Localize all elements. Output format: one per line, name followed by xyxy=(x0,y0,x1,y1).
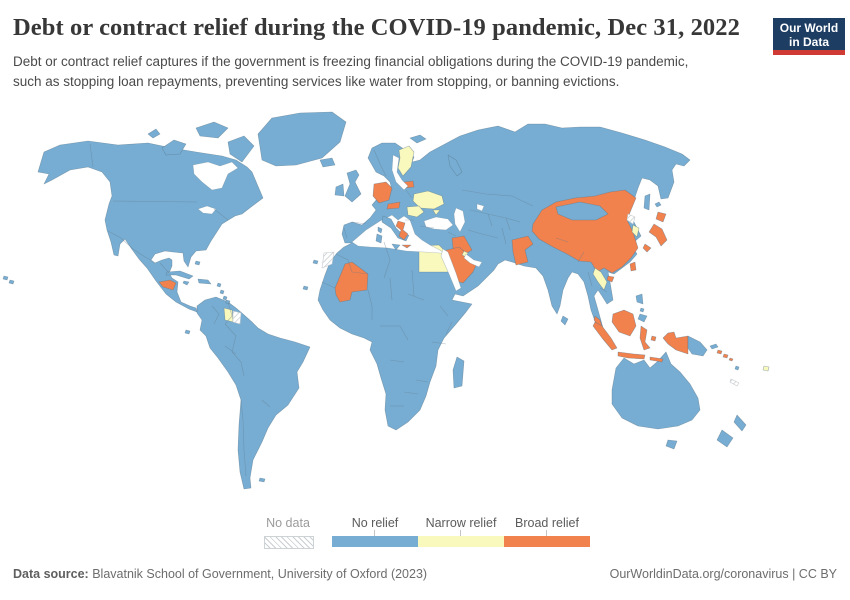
hudson-bay xyxy=(192,161,239,191)
country-finland[interactable] xyxy=(397,145,415,177)
iceland[interactable] xyxy=(319,157,336,168)
lesser-antilles[interactable] xyxy=(216,282,231,305)
chart-footer: Data source: Blavatnik School of Governm… xyxy=(13,567,837,581)
country-new-caledonia[interactable] xyxy=(729,378,740,387)
hispaniola[interactable] xyxy=(197,278,212,285)
country-fiji[interactable] xyxy=(762,365,770,372)
legend-label-no-relief: No relief xyxy=(351,516,399,530)
aral-sea xyxy=(476,203,485,212)
legend-tick xyxy=(374,530,375,536)
data-source-note: Data source: Blavatnik School of Governm… xyxy=(13,567,427,581)
australia[interactable] xyxy=(611,351,701,450)
country-ireland[interactable] xyxy=(334,183,345,197)
country-italy[interactable] xyxy=(375,215,410,251)
chart-subtitle: Debt or contract relief captures if the … xyxy=(13,54,689,90)
novaya-zemlya[interactable] xyxy=(409,134,463,177)
country-mali[interactable] xyxy=(334,261,369,303)
country-greece[interactable] xyxy=(395,220,412,249)
sakhalin[interactable] xyxy=(643,193,662,211)
caspian-sea xyxy=(453,207,466,233)
country-pakistan[interactable] xyxy=(511,235,534,266)
landmass-south-america[interactable] xyxy=(196,296,311,490)
data-source-label: Data source: xyxy=(13,567,89,581)
pacific-islands[interactable] xyxy=(2,275,266,483)
jamaica[interactable] xyxy=(182,280,190,286)
bahamas[interactable] xyxy=(194,260,201,266)
country-germany[interactable] xyxy=(372,181,393,204)
legend-label-narrow-relief: Narrow relief xyxy=(425,516,497,530)
owid-logo-line1: Our World xyxy=(779,21,839,35)
country-south-korea[interactable] xyxy=(631,224,640,238)
country-taiwan[interactable] xyxy=(629,261,637,272)
owid-license-link[interactable]: OurWorldinData.org/coronavirus | CC BY xyxy=(609,567,837,581)
data-source-text: Blavatnik School of Government, Universi… xyxy=(88,567,428,581)
legend-swatch-narrow-relief[interactable] xyxy=(418,536,504,547)
page-title: Debt or contract relief during the COVID… xyxy=(13,14,740,41)
owid-logo[interactable]: Our World in Data xyxy=(773,18,845,55)
vanuatu[interactable] xyxy=(734,365,740,371)
red-sea xyxy=(440,248,462,292)
legend-swatch-no-data[interactable] xyxy=(264,536,314,549)
legend-tick xyxy=(460,530,461,536)
country-suriname[interactable] xyxy=(232,310,242,325)
country-romania[interactable] xyxy=(406,205,425,218)
legend-tick xyxy=(546,530,547,536)
country-solomon-islands[interactable] xyxy=(716,349,734,362)
country-indonesia[interactable] xyxy=(592,309,689,363)
country-papua-new-guinea[interactable] xyxy=(687,335,719,357)
country-philippines[interactable] xyxy=(635,293,648,323)
legend-swatch-broad-relief[interactable] xyxy=(504,536,590,547)
baltic-sea xyxy=(391,154,409,191)
map-legend: No data No relief Narrow relief Broad re… xyxy=(0,516,850,552)
country-western-sahara[interactable] xyxy=(321,251,335,269)
country-madagascar[interactable] xyxy=(452,356,465,389)
country-japan[interactable] xyxy=(642,211,668,253)
owid-logo-line2: in Data xyxy=(788,35,829,49)
country-ukraine[interactable] xyxy=(412,190,445,216)
arctic-islands[interactable] xyxy=(147,121,255,163)
great-lakes xyxy=(197,205,217,215)
country-mongolia[interactable] xyxy=(555,201,609,221)
legend-label-broad-relief: Broad relief xyxy=(515,516,579,530)
country-cuba[interactable] xyxy=(165,270,194,280)
country-sri-lanka[interactable] xyxy=(560,315,569,326)
greenland[interactable] xyxy=(257,111,347,167)
country-austria[interactable] xyxy=(386,201,401,210)
country-united-kingdom[interactable] xyxy=(344,169,362,203)
atlantic-islands[interactable] xyxy=(302,259,319,291)
world-map xyxy=(0,110,850,510)
country-borders xyxy=(89,143,608,477)
legend-swatch-no-relief[interactable] xyxy=(332,536,418,547)
country-honduras[interactable] xyxy=(158,279,177,291)
legend-label-no-data: No data xyxy=(266,516,310,530)
country-new-zealand[interactable] xyxy=(716,414,747,448)
country-north-korea[interactable] xyxy=(626,213,636,225)
persian-gulf xyxy=(463,253,483,268)
